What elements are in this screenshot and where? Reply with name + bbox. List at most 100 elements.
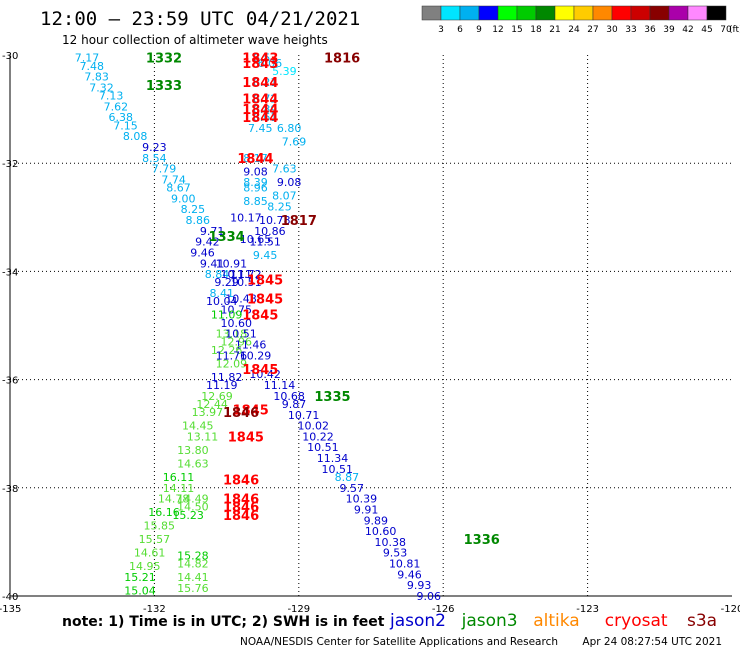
wave-height-label: 7.32 — [89, 81, 114, 94]
scale-swatch — [440, 5, 461, 21]
wave-height-label: 14.78 — [158, 493, 190, 506]
pass-time-label: 1816 — [324, 52, 360, 67]
y-tick-label: -40 — [2, 592, 18, 603]
wave-height-label: 7.74 — [161, 173, 186, 186]
wave-height-label: 15.28 — [177, 549, 209, 562]
wave-height-label: 9.23 — [142, 141, 167, 154]
wave-height-label: 7.83 — [84, 71, 109, 84]
wave-height-label: 8.87 — [335, 471, 360, 484]
pass-time-label: 1332 — [146, 52, 182, 67]
wave-height-label: 11.09 — [211, 309, 243, 322]
wave-height-label: 9.53 — [383, 547, 408, 560]
wave-height-label: 10.29 — [240, 349, 272, 362]
wave-height-label: 13.80 — [177, 444, 209, 457]
pass-time-label: 1844 — [242, 76, 278, 91]
wave-height-label: 10.86 — [254, 225, 286, 238]
wave-height-label: 10.91 — [216, 257, 248, 270]
scale-label: 18 — [530, 25, 542, 35]
wave-height-label: 10.71 — [288, 409, 320, 422]
scale-swatch — [478, 5, 499, 21]
wave-height-label: 14.11 — [163, 482, 195, 495]
wave-height-label: 8.25 — [267, 200, 292, 213]
wave-height-label: 14.45 — [182, 420, 214, 433]
pass-time-label: 1846 — [223, 493, 259, 508]
wave-height-label: 10.51 — [230, 276, 262, 289]
wave-height-label: 10.48 — [225, 292, 257, 305]
wave-height-label: 12.26 — [211, 344, 243, 357]
wave-height-label: 10.68 — [273, 390, 305, 403]
scale-swatch — [592, 5, 613, 21]
footer: note: 1) Time is in UTC; 2) SWH is in fe… — [62, 611, 722, 648]
wave-height-label: 15.85 — [143, 520, 175, 533]
wave-height-label: 14.95 — [129, 560, 161, 573]
observation-labels: 7.177.487.837.327.137.626.387.158.089.23… — [75, 52, 441, 603]
wave-height-label: 14.63 — [177, 457, 209, 470]
wave-height-label: 10.60 — [220, 317, 252, 330]
x-tick-label: -123 — [576, 604, 599, 615]
scale-swatch — [649, 5, 670, 21]
scale-swatch — [668, 5, 689, 21]
wave-height-label: 8.85 — [243, 195, 268, 208]
wave-height-label: 14.61 — [134, 547, 166, 560]
scale-label: 3 — [438, 25, 444, 35]
wave-height-label: 8.54 — [142, 152, 167, 165]
wave-height-label: 11.72 — [230, 268, 262, 281]
x-tick-label: -120 — [721, 604, 740, 615]
scale-label: 42 — [682, 25, 693, 35]
wave-height-label: 10.51 — [307, 441, 339, 454]
scale-swatch — [573, 5, 594, 21]
y-tick-label: -38 — [2, 484, 18, 495]
wave-height-label: 8.39 — [243, 176, 268, 189]
x-tick-label: -126 — [432, 604, 455, 615]
wave-height-label: 7.69 — [282, 136, 307, 149]
wave-height-label: 8.96 — [243, 182, 268, 195]
pass-time-label: 1846 — [223, 406, 259, 421]
satellite-legend-jason2: jason2 — [389, 611, 446, 631]
wave-height-label: 15.57 — [139, 533, 171, 546]
pass-time-label: 1336 — [464, 533, 500, 548]
wave-height-label: 15.21 — [124, 571, 156, 584]
scale-label: 33 — [625, 25, 636, 35]
x-tick-label: -129 — [287, 604, 310, 615]
wave-height-label: 10.38 — [375, 536, 407, 549]
scale-label: 45 — [701, 25, 712, 35]
wave-height-label: 13.11 — [187, 430, 219, 443]
satellite-legend-altika: altika — [533, 611, 580, 631]
wave-height-label: 10.17 — [230, 211, 262, 224]
scale-swatch — [535, 5, 556, 21]
wave-height-label: 6.06 — [258, 57, 283, 70]
wave-height-label: 10.11 — [220, 268, 252, 281]
pass-time-label: 1845 — [242, 309, 278, 324]
wave-height-label: 6.72 — [253, 92, 278, 105]
footer-credit: NOAA/NESDIS Center for Satellite Applica… — [240, 636, 558, 648]
wave-height-label: 11.51 — [249, 236, 281, 249]
wave-height-label: 9.08 — [243, 165, 268, 178]
pass-time-label: 1817 — [281, 214, 317, 229]
scale-label: 70 — [720, 25, 732, 35]
pass-time-label: 1844 — [237, 152, 273, 167]
wave-height-label: 14.41 — [177, 571, 209, 584]
pass-time-label: 1846 — [223, 474, 259, 489]
wave-height-label: 13.97 — [192, 406, 224, 419]
x-tick-labels: -135 -132 -129 -126 -123 -120 — [0, 604, 740, 615]
wave-height-label: 9.45 — [253, 249, 278, 262]
wave-height-label: 7.79 — [152, 163, 177, 176]
y-tick-label: -32 — [2, 159, 18, 170]
pass-time-label: 1845 — [247, 274, 283, 289]
y-tick-label: -34 — [2, 267, 18, 278]
grid-lines — [10, 55, 732, 596]
wave-height-label: 9.46 — [190, 246, 215, 259]
wave-height-label: 10.22 — [302, 430, 334, 443]
wave-height-label: 11.76 — [216, 349, 248, 362]
footer-timestamp: Apr 24 08:27:54 UTC 2021 — [582, 636, 722, 648]
chart-subtitle: 12 hour collection of altimeter wave hei… — [62, 33, 328, 47]
wave-height-label: 7.15 — [113, 119, 138, 132]
wave-height-label: 11.14 — [264, 379, 296, 392]
scale-swatch — [459, 5, 480, 21]
wave-height-label: 8.25 — [181, 203, 206, 216]
footer-note: note: 1) Time is in UTC; 2) SWH is in fe… — [62, 614, 385, 630]
wave-height-label: 9.89 — [364, 514, 389, 527]
satellite-legend-cryosat: cryosat — [605, 611, 668, 631]
